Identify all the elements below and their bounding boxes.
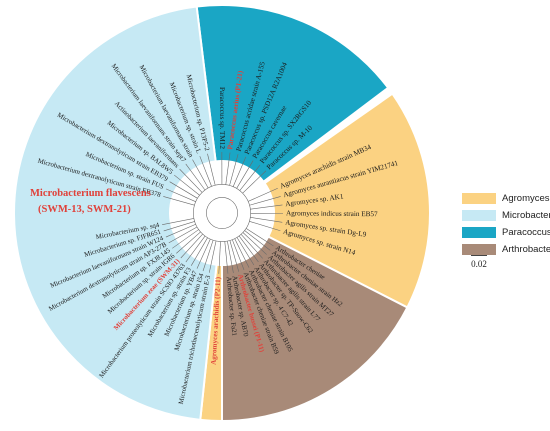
branch-line	[165, 188, 196, 202]
branch-line	[176, 231, 201, 254]
branch-line	[202, 240, 214, 272]
branch-line	[232, 156, 247, 187]
paracoccus-leaf-label: Paracoccus sp. TM12	[218, 87, 226, 149]
legend-item-paracoccus: Paracoccus	[462, 224, 550, 241]
branch-line	[192, 159, 209, 189]
leaf-labels: Paracoccus sp. TM12 Paracoccus aerius (P1…	[37, 61, 400, 405]
branch-line	[224, 241, 229, 274]
branch-line	[168, 226, 198, 244]
branch-line	[174, 174, 200, 196]
branch-line	[199, 156, 212, 187]
branch-line	[239, 165, 261, 191]
legend-swatch	[462, 227, 496, 238]
clade-sectors	[13, 4, 431, 423]
branch-line	[238, 235, 259, 263]
branch-line	[225, 152, 231, 185]
legend-item-microbacterium: Microbacterium	[462, 207, 550, 224]
branch-line	[250, 204, 283, 210]
branch-line	[162, 218, 194, 225]
branch-line	[242, 170, 267, 194]
microbacterium-sector	[13, 5, 218, 421]
branch-line	[232, 239, 245, 271]
branch-line	[240, 234, 263, 259]
branch-line	[249, 221, 281, 232]
legend-item-arthrobacter: Arthrobacter	[462, 241, 550, 258]
legend-swatch	[462, 193, 496, 204]
scale-bar-line	[471, 255, 487, 256]
branch-line	[242, 232, 267, 255]
branch-line	[196, 238, 211, 269]
branch-line	[172, 229, 199, 249]
branch-line	[250, 217, 283, 223]
branch-line	[185, 235, 206, 263]
legend-label: Agromyces	[502, 193, 550, 204]
microbacterium-flavescens-label: Microbacterium flavescens (SWM-13, SWM-2…	[30, 188, 151, 215]
tree-inner-ring	[206, 197, 238, 229]
branch-line	[248, 187, 278, 202]
legend-item-agromyces: Agromyces	[462, 190, 550, 207]
branch-line	[163, 196, 195, 206]
branch-line	[229, 240, 240, 272]
branch-line	[249, 196, 281, 206]
branch-line	[245, 228, 274, 247]
flavescens-name: Microbacterium flavescens	[30, 188, 151, 199]
tree-branches	[162, 151, 283, 274]
scale-bar: 0.02	[468, 255, 490, 269]
agromyces-leaf-label: Agromyces indicus strain EB57	[286, 209, 378, 218]
branch-line	[190, 237, 208, 266]
legend-swatch	[462, 244, 496, 255]
flavescens-strains: (SWM-13, SWM-21)	[38, 204, 131, 215]
branch-line	[208, 240, 217, 273]
branch-line	[169, 181, 198, 199]
tree-root-ring	[193, 184, 251, 242]
branch-line	[163, 221, 195, 232]
branch-line	[236, 237, 255, 266]
branch-line	[179, 168, 203, 193]
branch-line	[234, 238, 250, 268]
branch-line	[229, 154, 239, 186]
branch-line	[236, 160, 254, 189]
scale-bar-label: 0.02	[471, 259, 487, 269]
branch-line	[180, 233, 203, 259]
branch-line	[227, 241, 234, 273]
legend-label: Paracoccus	[502, 227, 550, 238]
agromyces-sector	[263, 92, 431, 309]
branch-line	[165, 223, 196, 238]
legend-swatch	[462, 210, 496, 221]
branch-line	[218, 241, 221, 274]
branch-line	[244, 230, 271, 251]
paracoccus-sector	[195, 4, 390, 184]
branch-line	[185, 163, 206, 191]
clade-legend: Agromyces Microbacterium Paracoccus Arth…	[462, 190, 550, 258]
legend-label: Microbacterium	[502, 210, 550, 221]
legend-label: Arthrobacter	[502, 244, 550, 255]
branch-line	[207, 153, 216, 186]
